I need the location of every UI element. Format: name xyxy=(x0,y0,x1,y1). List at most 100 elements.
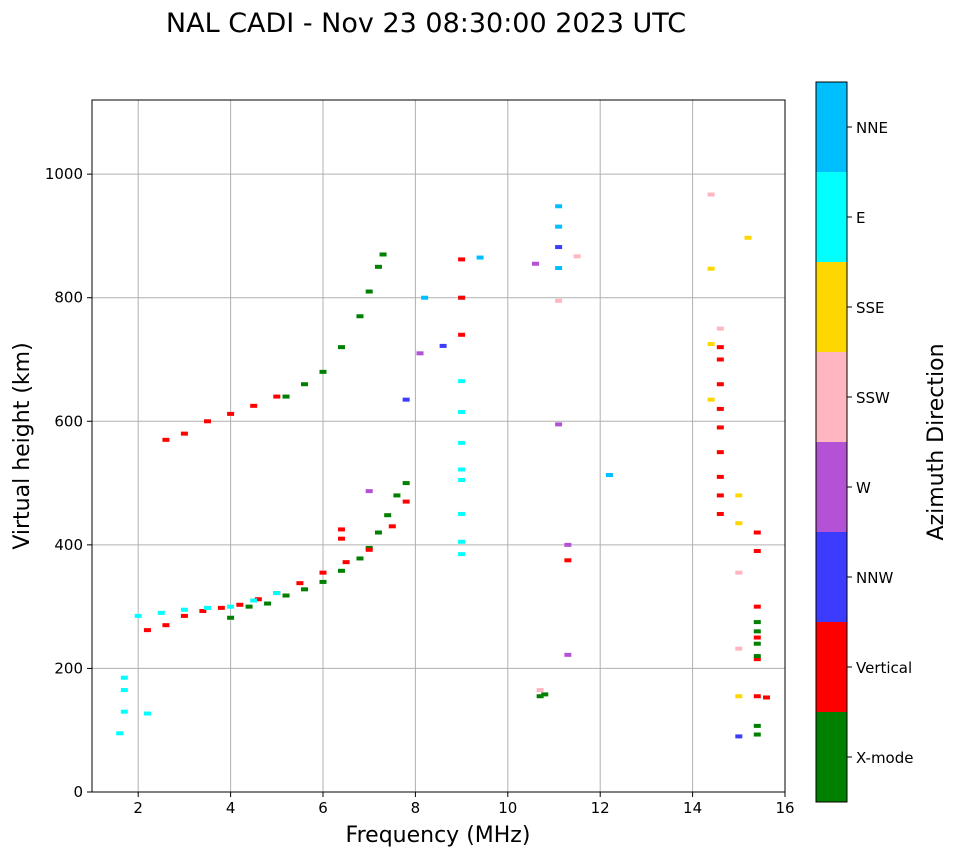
colorbar-label: SSW xyxy=(856,389,890,407)
data-point xyxy=(716,326,724,331)
data-point xyxy=(735,521,743,526)
y-tick-label: 1000 xyxy=(45,165,83,183)
data-point xyxy=(421,295,429,300)
colorbar-segment xyxy=(816,172,847,262)
data-point xyxy=(735,570,743,575)
data-point xyxy=(753,657,761,662)
data-point xyxy=(753,604,761,609)
data-point xyxy=(116,731,124,736)
y-axis-ticks: 0 200 400 600 800 1000 xyxy=(45,165,92,801)
data-point xyxy=(254,597,262,602)
data-point xyxy=(356,556,364,561)
data-point xyxy=(716,382,724,387)
colorbar-frame xyxy=(815,81,848,803)
data-point xyxy=(753,654,761,659)
data-point xyxy=(365,289,373,294)
data-point xyxy=(564,558,572,563)
x-tick-label: 6 xyxy=(318,799,328,817)
data-point xyxy=(458,477,466,482)
data-point xyxy=(555,266,563,271)
colorbar-label: W xyxy=(856,479,871,497)
data-point xyxy=(143,628,151,633)
colorbar-segment xyxy=(816,622,847,712)
data-point xyxy=(458,295,466,300)
data-point xyxy=(388,524,396,529)
data-point xyxy=(227,615,235,620)
data-points xyxy=(116,192,771,739)
colorbar-segment xyxy=(816,442,847,532)
data-point xyxy=(707,266,715,271)
data-point xyxy=(476,255,484,260)
chart-title: NAL CADI - Nov 23 08:30:00 2023 UTC xyxy=(166,8,686,39)
data-point xyxy=(536,688,544,693)
data-point xyxy=(458,332,466,337)
data-point xyxy=(605,473,613,478)
data-point xyxy=(337,345,345,350)
data-point xyxy=(282,593,290,598)
data-point xyxy=(753,694,761,699)
data-point xyxy=(217,605,225,610)
data-point xyxy=(402,481,410,486)
data-point xyxy=(365,489,373,494)
data-point xyxy=(573,254,581,259)
y-tick-label: 400 xyxy=(54,536,83,554)
colorbar-label: E xyxy=(856,209,865,227)
data-point xyxy=(264,601,272,606)
data-point xyxy=(204,419,211,424)
data-point xyxy=(753,530,761,535)
data-point xyxy=(236,602,244,607)
x-tick-label: 14 xyxy=(683,799,702,817)
data-point xyxy=(536,694,544,699)
data-point xyxy=(735,493,743,498)
colorbar-segment xyxy=(816,532,847,622)
data-point xyxy=(707,192,715,197)
data-point xyxy=(753,620,761,625)
data-point xyxy=(374,264,382,269)
data-point xyxy=(227,604,235,609)
data-point xyxy=(319,369,327,374)
data-point xyxy=(199,608,207,613)
data-point xyxy=(532,261,540,266)
data-point xyxy=(365,547,373,552)
data-point xyxy=(227,411,235,416)
data-point xyxy=(458,440,466,445)
data-point xyxy=(753,635,761,640)
x-axis-label: Frequency (MHz) xyxy=(346,823,531,848)
data-point xyxy=(555,224,563,229)
colorbar-segment xyxy=(816,712,847,802)
colorbar-title: Azimuth Direction xyxy=(924,343,949,540)
data-point xyxy=(402,397,410,402)
data-point xyxy=(555,245,563,250)
data-point xyxy=(716,493,724,498)
colorbar-label: SSE xyxy=(856,299,885,317)
data-point xyxy=(458,467,466,472)
x-tick-label: 2 xyxy=(133,799,143,817)
x-tick-label: 10 xyxy=(498,799,517,817)
grid-lines xyxy=(92,100,785,792)
data-point xyxy=(707,342,715,347)
data-point xyxy=(416,351,424,356)
data-point xyxy=(735,734,743,739)
data-point xyxy=(458,552,466,557)
x-tick-label: 8 xyxy=(411,799,421,817)
data-point xyxy=(120,709,128,714)
data-point xyxy=(555,422,563,427)
data-point xyxy=(296,581,304,586)
data-point xyxy=(282,394,290,399)
data-point xyxy=(273,394,281,399)
data-point xyxy=(337,536,345,541)
colorbar-label: Vertical xyxy=(856,659,912,677)
data-point xyxy=(735,646,743,651)
data-point xyxy=(555,204,563,209)
colorbar: X-mode Vertical NNW W SSW SSE E NNE xyxy=(815,81,913,803)
data-point xyxy=(716,511,724,516)
data-point xyxy=(162,623,170,628)
data-point xyxy=(337,568,345,573)
colorbar-label: NNW xyxy=(856,569,893,587)
x-tick-label: 4 xyxy=(226,799,236,817)
data-point xyxy=(245,604,253,609)
data-point xyxy=(458,539,466,544)
data-point xyxy=(143,711,151,716)
data-point xyxy=(716,357,724,362)
data-point xyxy=(356,314,364,319)
